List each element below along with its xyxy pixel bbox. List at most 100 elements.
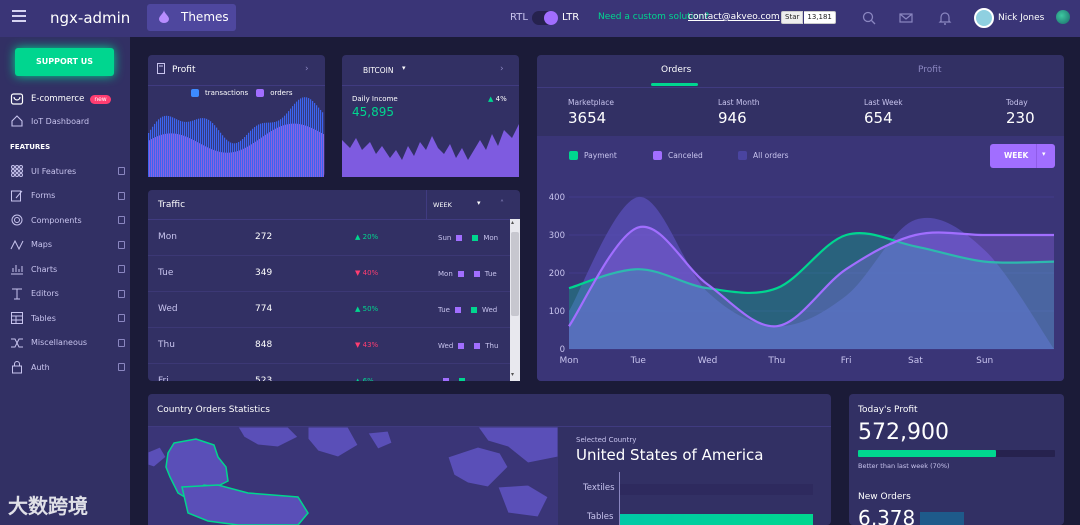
profit-bar-transactions (240, 140, 242, 177)
profit-bar-transactions (274, 122, 276, 177)
sidebar-item-maps[interactable]: Maps (10, 236, 125, 254)
chevron-right-icon[interactable]: › (305, 64, 309, 74)
menu-icon[interactable] (12, 10, 26, 22)
theme-select[interactable]: Themes (147, 4, 236, 31)
compare-to: Thu (485, 342, 499, 350)
stat-last-week-value: 654 (864, 109, 893, 127)
legend-swatch (256, 89, 265, 97)
x-tick-label: Wed (698, 356, 718, 366)
traffic-change-value: 40% (362, 269, 379, 277)
sidebar-item-auth[interactable]: Auth (10, 358, 125, 376)
sidebar-item-miscellaneous[interactable]: Miscellaneous (10, 334, 125, 352)
table-row: Thu 848 ▼ 43% Wed Thu (148, 328, 510, 364)
app-logo[interactable]: ngx-admin (50, 9, 131, 27)
profit-bar-transactions (218, 130, 220, 177)
user-name[interactable]: Nick Jones (998, 13, 1045, 23)
expand-icon[interactable] (118, 265, 125, 273)
chevron-up-icon[interactable]: ˄ (500, 199, 504, 208)
traffic-change-value: 50% (362, 305, 379, 313)
profit-bar-orders (301, 124, 302, 177)
sidebar-item-tables[interactable]: Tables (10, 309, 125, 327)
support-us-button[interactable]: SUPPORT US (15, 48, 114, 76)
sidebar-item-forms[interactable]: Forms (10, 187, 125, 205)
expand-icon[interactable] (118, 289, 125, 298)
globe-icon[interactable] (1056, 10, 1070, 24)
compare-bar (458, 343, 465, 349)
profit-bar-orders (149, 140, 150, 177)
expand-icon[interactable] (118, 216, 125, 224)
traffic-period-select[interactable]: WEEK (433, 201, 452, 209)
expand-icon[interactable] (118, 338, 125, 347)
traffic-compare: Mon Tue (438, 270, 497, 278)
expand-icon[interactable] (118, 191, 125, 200)
series-area-payment (569, 233, 1054, 349)
profit-bar-orders (253, 143, 254, 177)
arrow-up-icon: ▲ (488, 95, 494, 103)
gear-icon (11, 214, 23, 226)
profit-bar-orders (309, 127, 310, 177)
avatar[interactable] (974, 8, 994, 28)
profit-bar-orders (161, 134, 162, 177)
profit-bar-orders (171, 133, 172, 177)
profit-bar-orders (323, 134, 324, 177)
profit-bar-orders (233, 152, 234, 177)
profit-bar-transactions (150, 129, 152, 177)
mail-icon[interactable] (898, 10, 914, 26)
divider (148, 219, 510, 220)
compare-to: Mon (483, 234, 499, 242)
orders-period-select[interactable]: WEEK ▾ (990, 144, 1055, 168)
arrow-down-icon: ▼ (355, 341, 361, 349)
profit-bar-transactions (192, 120, 194, 177)
expand-icon[interactable] (118, 240, 125, 249)
scroll-down-icon[interactable]: ▾ (511, 371, 515, 378)
table-row: Wed 774 ▲ 50% Tue Wed (148, 292, 510, 328)
chevron-right-icon[interactable]: › (500, 64, 504, 74)
profit-bar-orders (195, 141, 196, 177)
github-star-button[interactable]: Star 13,181 (781, 11, 836, 24)
sidebar-item-charts[interactable]: Charts (10, 260, 125, 278)
profit-bar-transactions (288, 111, 290, 177)
compare-to: Wed (481, 306, 498, 314)
world-map[interactable] (148, 427, 558, 525)
search-icon[interactable] (861, 10, 877, 26)
sidebar-item-ecommerce[interactable]: E-commerce new (10, 90, 125, 108)
bar-fill-tables (620, 514, 813, 525)
profit-bar-orders (241, 149, 242, 177)
contact-link[interactable]: contact@akveo.com (688, 12, 780, 22)
traffic-scroll-thumb[interactable] (511, 232, 519, 316)
tab-profit[interactable]: Profit (918, 65, 942, 75)
scroll-up-icon[interactable]: ▴ (511, 219, 515, 226)
expand-icon[interactable] (118, 363, 125, 371)
profit-bar-orders (279, 126, 280, 177)
bell-icon[interactable] (937, 10, 953, 26)
compare-bar (456, 235, 463, 241)
caret-down-icon[interactable]: ▾ (477, 199, 481, 207)
legend-canceled-label: Canceled (668, 151, 703, 160)
table-row: Fri 523 ▲ 6% (148, 364, 510, 386)
profit-bar-transactions (296, 101, 298, 177)
compare-from: Sun (438, 234, 452, 242)
sidebar-item-components[interactable]: Components (10, 211, 125, 229)
profit-bar-orders (263, 136, 264, 177)
sidebar-item-editors[interactable]: Editors (10, 285, 125, 303)
sidebar (0, 37, 130, 525)
expand-icon[interactable] (118, 314, 125, 322)
currency-select[interactable]: BITCOIN (363, 66, 394, 75)
y-tick-label: 200 (549, 269, 565, 279)
tab-orders[interactable]: Orders (661, 65, 692, 75)
traffic-value: 523 (255, 376, 273, 386)
profit-bar-orders (167, 133, 168, 177)
sidebar-item-ui-features[interactable]: UI Features (10, 162, 125, 180)
x-tick-label: Sun (976, 356, 993, 366)
chevron-down-icon[interactable]: ▾ (402, 64, 406, 72)
profit-bar-transactions (234, 143, 236, 177)
profit-bar-orders (225, 152, 226, 177)
profit-bar-transactions (224, 137, 226, 177)
expand-icon[interactable] (118, 167, 125, 175)
profit-bar-transactions (160, 117, 162, 177)
profit-bar-transactions (286, 113, 288, 177)
profit-bar-orders (255, 141, 256, 177)
direction-toggle[interactable] (532, 11, 558, 25)
profit-bar-orders (179, 134, 180, 177)
sidebar-item-iot[interactable]: IoT Dashboard (10, 112, 125, 130)
